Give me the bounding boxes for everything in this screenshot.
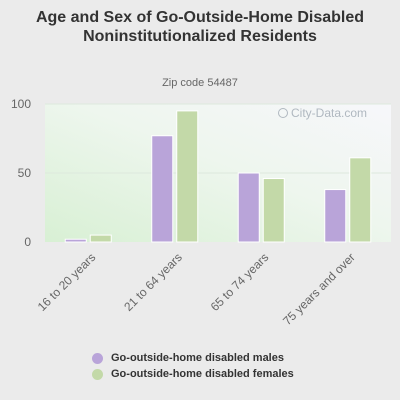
y-tick-label: 0 [24, 235, 31, 249]
legend-item-females: Go-outside-home disabled females [92, 366, 294, 382]
legend: Go-outside-home disabled males Go-outsid… [92, 350, 294, 382]
watermark: City-Data.com [278, 106, 367, 120]
x-tick-label: 16 to 20 years [35, 250, 99, 314]
legend-label-females: Go-outside-home disabled females [111, 368, 294, 380]
bar-males [64, 238, 87, 243]
y-tick-label: 50 [18, 166, 32, 180]
watermark-text: City-Data.com [291, 106, 368, 120]
magnifier-icon [278, 108, 288, 118]
bar-females [349, 157, 372, 243]
x-tick-label: 75 years and over [280, 250, 358, 328]
bar-females [89, 234, 112, 243]
legend-swatch-females [92, 368, 103, 380]
legend-item-males: Go-outside-home disabled males [92, 350, 294, 366]
bar-females [176, 110, 199, 243]
bar-males [324, 189, 347, 243]
x-tick-label: 21 to 64 years [121, 250, 185, 314]
bar-males [237, 172, 260, 243]
x-tick-label: 65 to 74 years [208, 250, 272, 314]
legend-swatch-males [92, 352, 103, 364]
chart-title: Age and Sex of Go-Outside-Home Disabled … [35, 9, 365, 45]
y-tick-label: 100 [11, 97, 31, 111]
chart-subtitle: Zip code 54487 [162, 77, 238, 89]
legend-label-males: Go-outside-home disabled males [111, 352, 284, 364]
bar-males [151, 135, 174, 243]
bar-females [262, 178, 285, 243]
